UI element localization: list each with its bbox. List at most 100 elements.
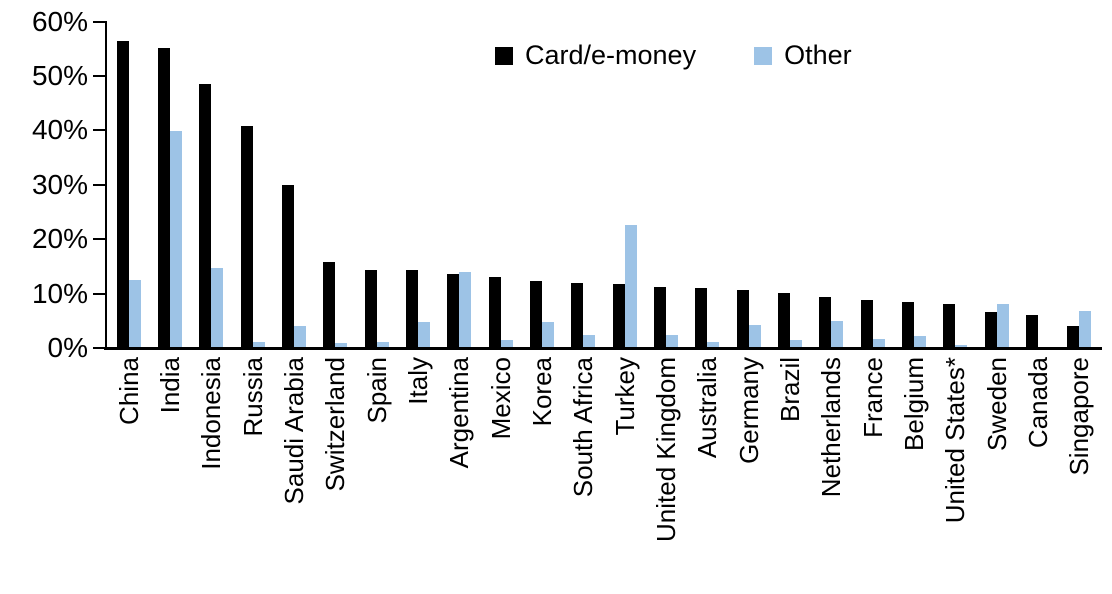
bar-other <box>624 225 637 347</box>
bar-other <box>417 322 430 347</box>
bar-other <box>252 342 265 347</box>
bar-card-e-money <box>860 300 873 347</box>
x-label-cell: Italy <box>397 357 438 592</box>
x-axis-label: United States* <box>940 357 971 524</box>
legend: Card/e-money Other <box>495 40 852 71</box>
bar-other <box>293 326 306 347</box>
bar-other <box>748 325 761 347</box>
bar-other <box>665 335 678 347</box>
bar-group <box>563 21 604 347</box>
bar-group <box>728 21 769 347</box>
x-label-cell: Turkey <box>604 357 645 592</box>
x-label-cell: Germany <box>728 357 769 592</box>
bar-group <box>893 21 934 347</box>
bar-group <box>1059 21 1100 347</box>
bar-group <box>356 21 397 347</box>
bar-other <box>789 340 802 347</box>
bar-other <box>872 339 885 347</box>
bar-other <box>996 304 1009 347</box>
x-label-cell: Korea <box>521 357 562 592</box>
x-axis-label: United Kingdom <box>650 357 681 542</box>
bar-card-e-money <box>323 262 336 347</box>
legend-swatch-other <box>754 46 773 65</box>
bar-group <box>397 21 438 347</box>
bar-other <box>583 335 596 347</box>
x-label-cell: Argentina <box>439 357 480 592</box>
bar-group <box>315 21 356 347</box>
x-axis-line <box>104 347 1102 350</box>
bar-group <box>108 21 149 347</box>
bar-other <box>831 321 844 347</box>
bar-group <box>769 21 810 347</box>
y-axis-tick <box>93 238 106 241</box>
x-axis-label: Mexico <box>485 357 516 440</box>
bar-card-e-money <box>1025 315 1038 347</box>
x-axis-label: Indonesia <box>196 357 227 470</box>
bar-card-e-money <box>199 84 212 347</box>
bar-card-e-money <box>695 288 708 347</box>
bar-card-e-money <box>612 284 625 347</box>
x-label-cell: Singapore <box>1059 357 1100 592</box>
y-axis-tick-label: 50% <box>31 60 88 91</box>
x-label-cell: Sweden <box>976 357 1017 592</box>
x-label-cell: Saudi Arabia <box>273 357 314 592</box>
plot-area <box>108 21 1100 347</box>
bar-other <box>1079 311 1092 347</box>
x-label-cell: Spain <box>356 357 397 592</box>
bar-other <box>541 322 554 347</box>
x-label-cell: South Africa <box>563 357 604 592</box>
x-axis-label: Germany <box>733 357 764 464</box>
bar-card-e-money <box>447 274 460 347</box>
bar-group <box>687 21 728 347</box>
bar-group <box>521 21 562 347</box>
x-label-cell: Australia <box>687 357 728 592</box>
bar-card-e-money <box>1067 326 1080 347</box>
bar-other <box>955 345 968 347</box>
bar-other <box>500 340 513 347</box>
x-label-cell: Switzerland <box>315 357 356 592</box>
x-axis-label: China <box>113 357 144 425</box>
bar-card-e-money <box>281 185 294 347</box>
x-label-cell: Indonesia <box>191 357 232 592</box>
bar-card-e-money <box>364 270 377 347</box>
bar-group <box>149 21 190 347</box>
bar-other <box>707 342 720 347</box>
x-axis-label: Saudi Arabia <box>278 357 309 505</box>
y-axis-tick <box>93 183 106 186</box>
bar-card-e-money <box>736 290 749 347</box>
bar-group <box>232 21 273 347</box>
x-axis-label: Brazil <box>774 357 805 423</box>
x-axis-label: Korea <box>526 357 557 427</box>
legend-entry-card-e-money: Card/e-money <box>495 40 696 71</box>
y-axis-tick-label: 10% <box>31 277 88 309</box>
x-axis-label: Turkey <box>609 357 640 436</box>
x-label-cell: Russia <box>232 357 273 592</box>
y-axis-tick <box>93 292 106 295</box>
bar-group <box>273 21 314 347</box>
bar-other <box>459 272 472 347</box>
bar-card-e-money <box>777 293 790 347</box>
bar-group <box>976 21 1017 347</box>
bar-group <box>604 21 645 347</box>
x-label-cell: Mexico <box>480 357 521 592</box>
bar-group <box>811 21 852 347</box>
y-axis-tick <box>93 75 106 77</box>
bar-card-e-money <box>405 270 418 347</box>
bar-group <box>935 21 976 347</box>
y-axis-line <box>105 21 107 348</box>
bar-other <box>128 280 141 347</box>
bar-card-e-money <box>240 126 253 347</box>
x-label-cell: Canada <box>1017 357 1058 592</box>
y-axis-tick-label: 40% <box>31 114 88 146</box>
y-axis-tick-label: 30% <box>31 168 88 200</box>
x-axis-label: Argentina <box>444 357 475 469</box>
x-axis-label: Singapore <box>1064 357 1095 476</box>
x-label-cell: France <box>852 357 893 592</box>
x-axis-label: Australia <box>692 357 723 459</box>
bar-other <box>376 342 389 347</box>
x-label-cell: United States* <box>935 357 976 592</box>
bar-group <box>191 21 232 347</box>
bar-card-e-money <box>157 48 170 347</box>
bar-group <box>1017 21 1058 347</box>
